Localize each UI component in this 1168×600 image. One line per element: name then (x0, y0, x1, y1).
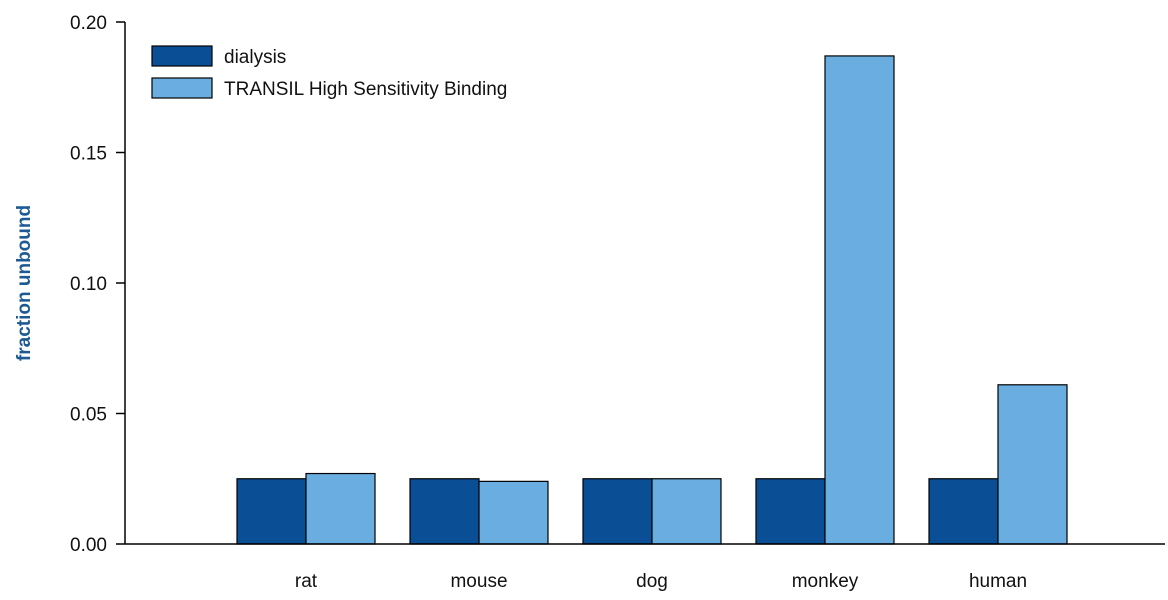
y-tick-label: 0.00 (70, 535, 107, 556)
bar-dog-dialysis (582, 478, 653, 545)
y-axis-label: fraction unbound (14, 205, 35, 361)
bar-human-dialysis (928, 478, 999, 545)
bar-mouse-dialysis (409, 478, 480, 545)
bar-mouse-transil (478, 480, 549, 545)
legend-label: TRANSIL High Sensitivity Binding (224, 79, 507, 100)
x-tick-label: rat (295, 571, 318, 592)
x-tick-label: mouse (450, 571, 507, 592)
y-tick-label: 0.05 (70, 405, 107, 426)
bar-human-transil (997, 384, 1068, 545)
y-ticks: 0.00 0.05 0.10 0.15 0.20 (70, 13, 125, 556)
y-tick-label: 0.20 (70, 13, 107, 34)
y-tick-label: 0.10 (70, 274, 107, 295)
bar-monkey-transil (824, 55, 895, 545)
legend-swatch (151, 45, 213, 67)
y-tick-label: 0.15 (70, 144, 107, 165)
bar-rat-dialysis (236, 478, 307, 545)
bar-rat-transil (305, 472, 376, 545)
x-ticks: rat mouse dog monkey human (295, 571, 1027, 592)
bars-layer (236, 55, 1068, 545)
bar-monkey-dialysis (755, 478, 826, 545)
legend-swatch (151, 77, 213, 99)
legend: dialysis TRANSIL High Sensitivity Binding (151, 45, 507, 100)
x-tick-label: monkey (792, 571, 859, 592)
x-tick-label: human (969, 571, 1027, 592)
bar-dog-transil (651, 478, 722, 545)
legend-label: dialysis (224, 47, 286, 68)
x-tick-label: dog (636, 571, 668, 592)
